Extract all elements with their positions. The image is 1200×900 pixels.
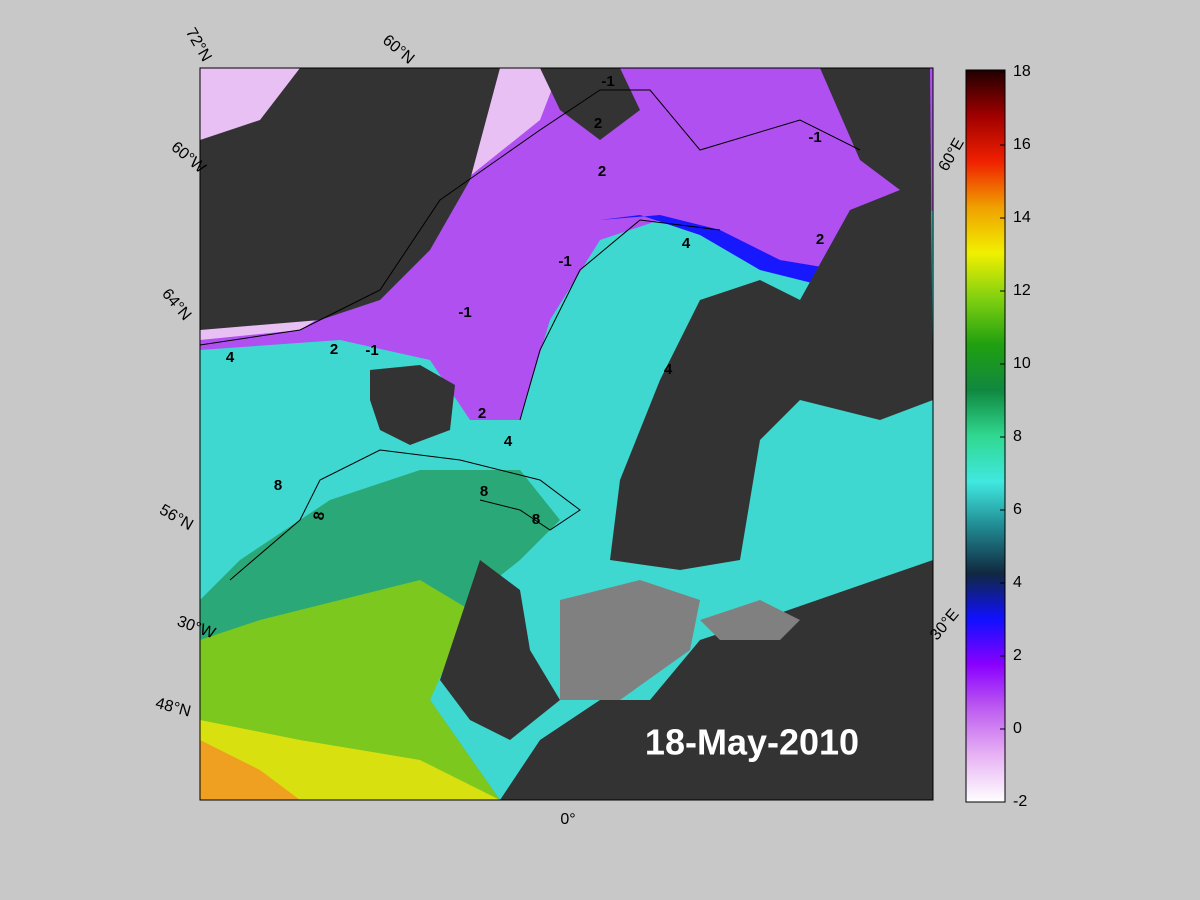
colorbar-tick-label: 10 — [1013, 355, 1031, 372]
colorbar-tick-label: 6 — [1013, 501, 1022, 518]
colorbar-tick-label: 12 — [1013, 282, 1031, 299]
contour-label: -1 — [601, 73, 614, 90]
colorbar-tick-label: 4 — [1013, 574, 1022, 591]
contour-label: 4 — [504, 433, 513, 450]
iceland — [370, 365, 455, 445]
graticule-label: 60°E — [936, 136, 968, 175]
graticule-label: 64°N — [158, 286, 194, 324]
contour-label: -1 — [365, 342, 378, 359]
europe — [500, 560, 933, 800]
contour-label: 2 — [594, 115, 602, 132]
map-frame — [199, 67, 934, 801]
colorbar — [965, 69, 1006, 803]
graticule-label: 48°N — [154, 695, 193, 721]
graticule-label: 56°N — [156, 501, 195, 534]
contour-label: -1 — [558, 253, 571, 270]
contour-label: -1 — [458, 304, 471, 321]
north-sea-shelf — [560, 580, 700, 700]
contour-label: 8 — [532, 511, 540, 528]
baltic — [700, 600, 800, 640]
ocean-hot — [200, 720, 500, 800]
ocean-hottest — [200, 740, 300, 800]
contour-label: 4 — [664, 361, 673, 378]
colorbar-tick-label: 0 — [1013, 720, 1022, 737]
contour-line — [519, 219, 721, 421]
contour-label: 4 — [682, 235, 691, 252]
map — [200, 68, 933, 800]
graticule-label: 60°N — [379, 32, 417, 68]
greenland-ice — [200, 68, 300, 140]
colorbar-tick-label: 18 — [1013, 63, 1031, 80]
contour-label: 4 — [226, 349, 235, 366]
contours — [200, 89, 861, 581]
colorbar-tick-label: 16 — [1013, 136, 1031, 153]
contour-label: 2 — [478, 405, 486, 422]
greenland — [200, 68, 500, 330]
date-label: 18-May-2010 — [645, 722, 859, 763]
contour-label: 2 — [330, 341, 338, 358]
graticule-label: 72°N — [182, 25, 215, 64]
scandinavia — [610, 68, 933, 570]
contour-line — [229, 449, 581, 581]
ocean-front — [600, 215, 840, 285]
contour-label: 8 — [480, 483, 488, 500]
contour-label: 2 — [816, 231, 824, 248]
colorbar-tick-label: 14 — [1013, 209, 1031, 226]
contour-label: 8 — [310, 510, 328, 521]
colorbar-tick-label: 2 — [1013, 647, 1022, 664]
britain — [440, 560, 560, 740]
contour-label: 2 — [598, 163, 606, 180]
colorbar-tick-label: 8 — [1013, 428, 1022, 445]
colorbar-tick-label: -2 — [1013, 793, 1027, 810]
graticule-label: 0° — [560, 811, 575, 828]
contour-line — [200, 89, 861, 346]
contour-label: 8 — [274, 477, 282, 494]
svalbard — [540, 68, 640, 140]
contour-label: -1 — [808, 129, 821, 146]
